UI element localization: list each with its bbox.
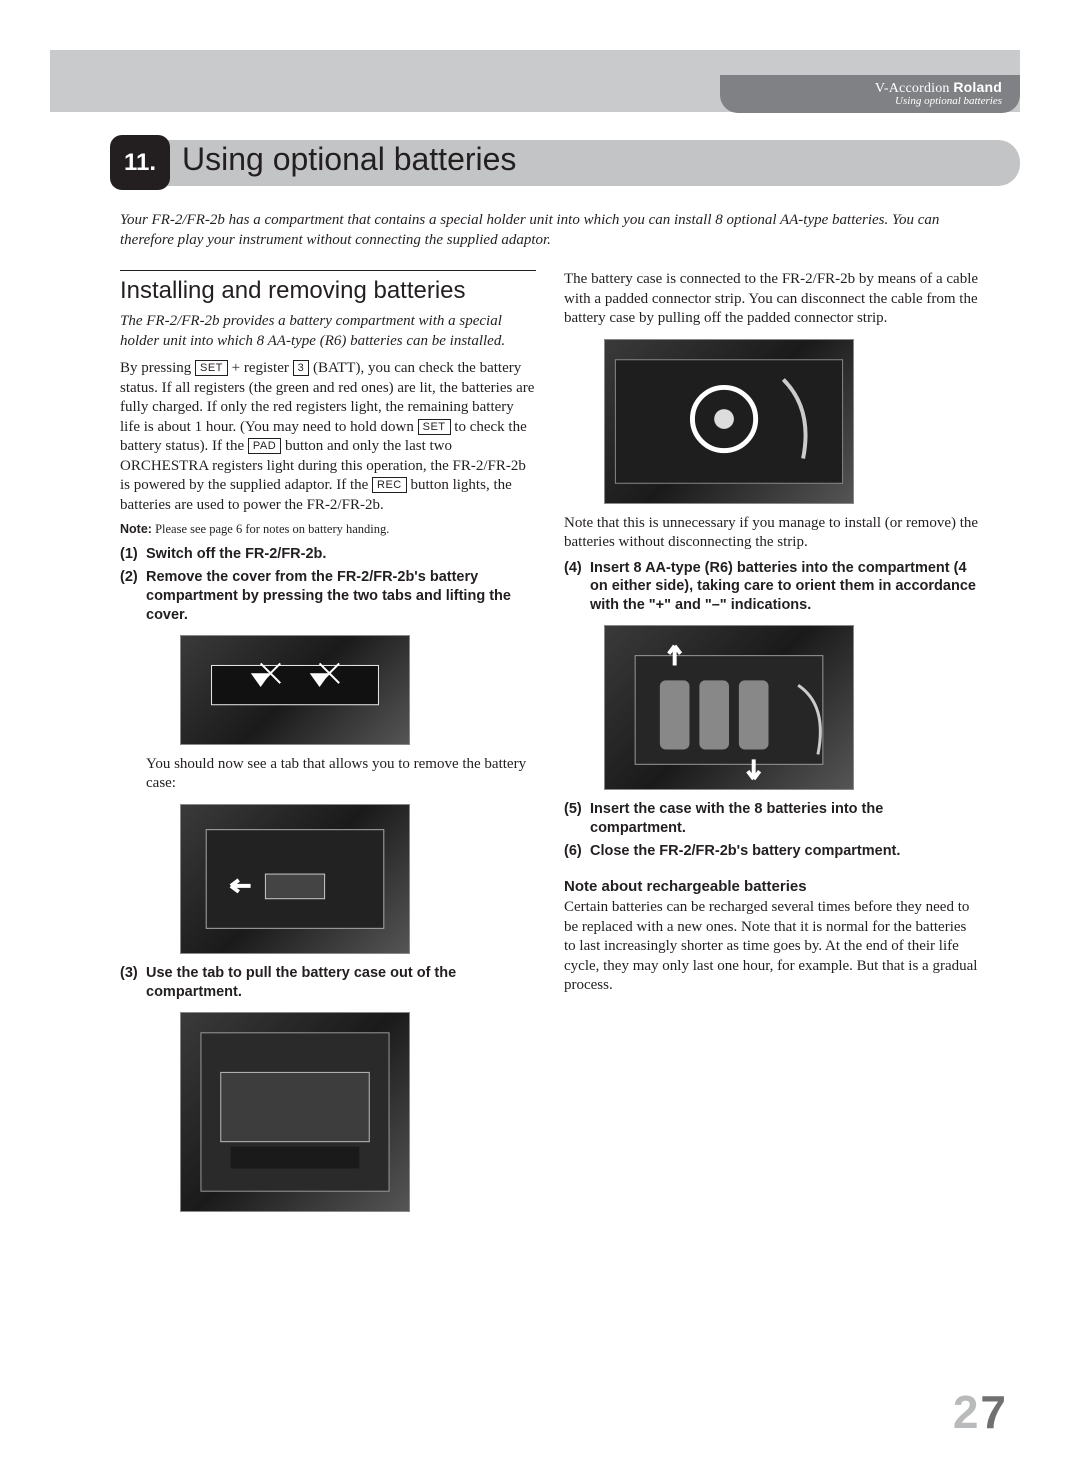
chapter-title: Using optional batteries xyxy=(182,141,516,178)
keycap-3: 3 xyxy=(293,360,310,376)
brand-bold: Roland xyxy=(953,79,1002,95)
rechargeable-subhead: Note about rechargeable batteries xyxy=(564,877,980,897)
figure-tab-view xyxy=(180,804,410,954)
header-subtitle: Using optional batteries xyxy=(720,95,1002,107)
step-text: Close the FR-2/FR-2b's battery compartme… xyxy=(590,842,980,861)
header-tab: V-Accordion Roland Using optional batter… xyxy=(720,75,1020,113)
keycap-pad: PAD xyxy=(248,438,281,454)
figure-pull-case xyxy=(180,1012,410,1212)
manual-page: V-Accordion Roland Using optional batter… xyxy=(0,0,1080,1479)
chapter-number: 11. xyxy=(110,135,170,190)
after-step2: You should now see a tab that allows you… xyxy=(146,755,536,794)
keycap-rec: REC xyxy=(372,477,407,493)
rechargeable-text: Certain batteries can be recharged sever… xyxy=(564,898,980,996)
step-6: (6) Close the FR-2/FR-2b's battery compa… xyxy=(564,842,980,861)
after-connector: Note that this is unnecessary if you man… xyxy=(564,514,980,553)
battery-status-para: By pressing SET + register 3 (BATT), you… xyxy=(120,359,536,515)
section-intro: The FR-2/FR-2b provides a battery compar… xyxy=(120,312,536,351)
step-2: (2) Remove the cover from the FR-2/FR-2b… xyxy=(120,568,536,625)
right-column: The battery case is connected to the FR-… xyxy=(564,270,980,1222)
page-digit-1: 2 xyxy=(953,1386,981,1438)
content-columns: Installing and removing batteries The FR… xyxy=(120,270,980,1222)
note-text: Please see page 6 for notes on battery h… xyxy=(152,522,389,536)
left-column: Installing and removing batteries The FR… xyxy=(120,270,536,1222)
note-line: Note: Please see page 6 for notes on bat… xyxy=(120,521,536,537)
figure-cover-tabs xyxy=(180,635,410,745)
note-label: Note: xyxy=(120,522,152,536)
text: By pressing xyxy=(120,360,195,376)
page-number: 27 xyxy=(953,1385,1008,1439)
connector-para: The battery case is connected to the FR-… xyxy=(564,270,980,329)
figure-connector xyxy=(604,339,854,504)
step-num: (1) xyxy=(120,545,146,564)
step-num: (4) xyxy=(564,559,590,616)
brand-prefix: V-Accordion xyxy=(875,81,953,96)
step-text: Use the tab to pull the battery case out… xyxy=(146,964,536,1002)
page-digit-2: 7 xyxy=(980,1386,1008,1438)
step-text: Insert the case with the 8 batteries int… xyxy=(590,800,980,838)
step-num: (3) xyxy=(120,964,146,1002)
step-num: (6) xyxy=(564,842,590,861)
step-5: (5) Insert the case with the 8 batteries… xyxy=(564,800,980,838)
step-1: (1) Switch off the FR-2/FR-2b. xyxy=(120,545,536,564)
keycap-set: SET xyxy=(195,360,228,376)
text: + register xyxy=(228,360,293,376)
step-num: (2) xyxy=(120,568,146,625)
step-text: Insert 8 AA-type (R6) batteries into the… xyxy=(590,559,980,616)
step-text: Remove the cover from the FR-2/FR-2b's b… xyxy=(146,568,536,625)
step-num: (5) xyxy=(564,800,590,838)
figure-insert-batteries xyxy=(604,625,854,790)
step-4: (4) Insert 8 AA-type (R6) batteries into… xyxy=(564,559,980,616)
section-title: Installing and removing batteries xyxy=(120,270,536,306)
step-3: (3) Use the tab to pull the battery case… xyxy=(120,964,536,1002)
step-text: Switch off the FR-2/FR-2b. xyxy=(146,545,536,564)
keycap-set2: SET xyxy=(418,419,451,435)
chapter-intro: Your FR-2/FR-2b has a compartment that c… xyxy=(120,210,980,251)
